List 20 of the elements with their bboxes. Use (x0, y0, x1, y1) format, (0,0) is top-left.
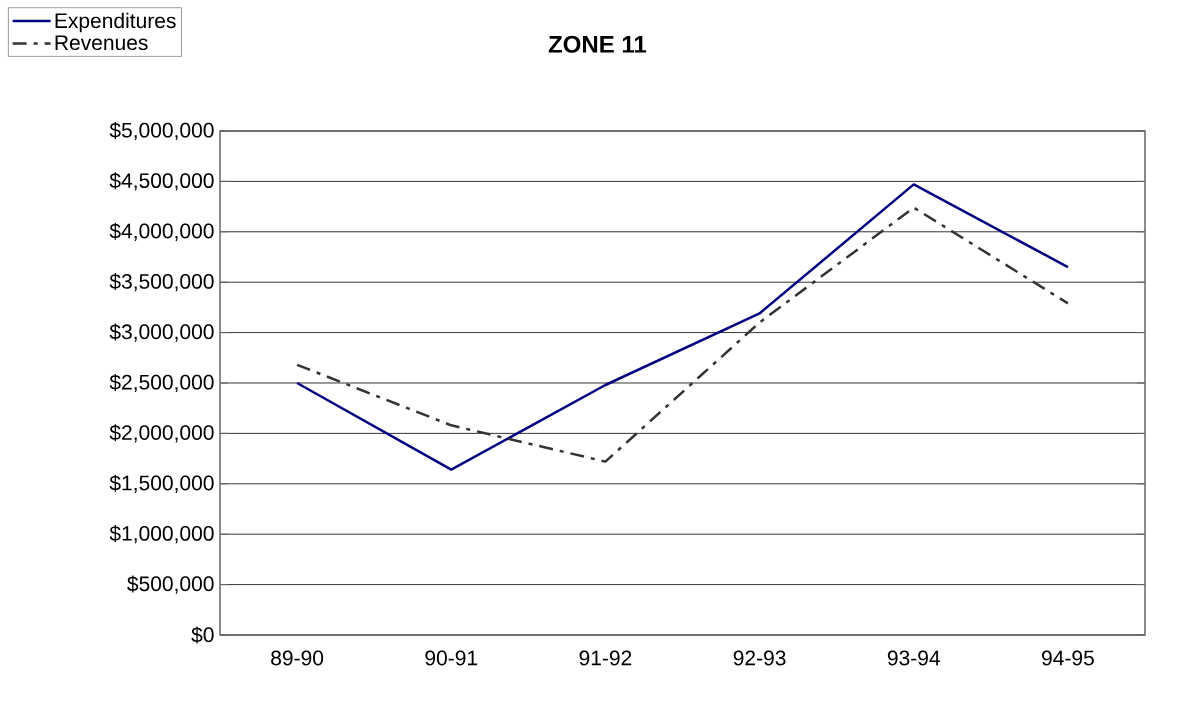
x-tick-label: 90-91 (425, 650, 478, 666)
y-tick-label: $0 (191, 626, 214, 644)
y-tick-label: $4,000,000 (109, 222, 214, 241)
x-tick-label: 89-90 (271, 650, 324, 666)
y-tick-label: $3,500,000 (109, 273, 214, 292)
y-tick-label: $2,000,000 (109, 424, 214, 443)
y-tick-label: $5,000,000 (109, 121, 214, 141)
chart-title: ZONE 11 (548, 35, 647, 53)
y-tick-label: $4,500,000 (109, 172, 214, 191)
x-tick-label: 93-94 (887, 650, 940, 666)
y-tick-label: $3,000,000 (109, 323, 214, 342)
y-tick-label: $2,500,000 (109, 373, 214, 393)
legend-label: Expenditures (55, 12, 176, 33)
y-tick-label: $1,000,000 (109, 525, 214, 544)
x-tick-label: 94-95 (1042, 650, 1094, 666)
legend-label: Revenues (55, 35, 148, 51)
y-tick-label: $1,500,000 (109, 474, 214, 493)
x-tick-label: 91-92 (579, 650, 632, 666)
y-tick-label: $500,000 (127, 575, 214, 594)
x-tick-label: 92-93 (733, 650, 786, 666)
